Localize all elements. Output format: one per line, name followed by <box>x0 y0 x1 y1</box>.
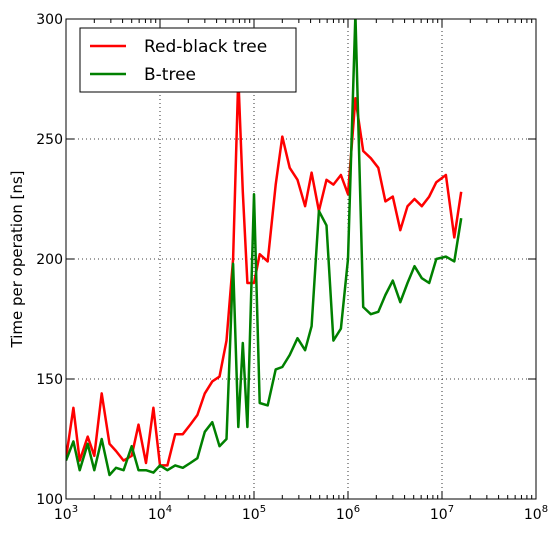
tick-labels: 103 104 105 106 107 108 100 150 200 250 300 <box>36 12 548 523</box>
x-tick-label: 107 <box>430 504 454 523</box>
x-tick-label: 105 <box>242 504 266 523</box>
x-tick-label: 103 <box>54 504 78 523</box>
series-line-b-tree <box>66 19 463 477</box>
legend-box <box>79 27 297 93</box>
legend-label-red-black-tree: Red-black tree <box>144 37 267 57</box>
series-line-red-black-tree <box>66 75 463 467</box>
y-tick-label: 300 <box>36 12 63 28</box>
y-tick-label: 250 <box>36 132 63 148</box>
x-tick-label: 106 <box>336 504 360 523</box>
ticks <box>65 18 537 500</box>
y-tick-label: 200 <box>36 252 63 268</box>
series-layer <box>66 19 463 477</box>
legend: Red-black tree B-tree <box>79 27 297 93</box>
y-axis-label: Time per operation [ns] <box>8 171 26 349</box>
legend-label-b-tree: B-tree <box>144 65 196 85</box>
y-tick-label: 100 <box>36 492 63 508</box>
x-tick-label: 104 <box>148 504 172 523</box>
x-tick-label: 108 <box>524 504 548 523</box>
y-tick-label: 150 <box>36 372 63 388</box>
